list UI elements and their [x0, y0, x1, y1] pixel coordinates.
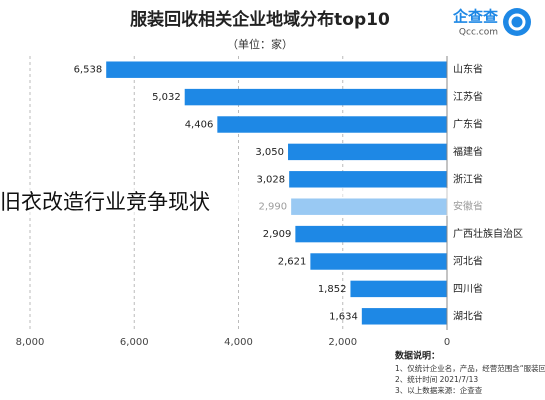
notes-title: 数据说明：	[395, 350, 440, 362]
value-label: 1,634	[329, 311, 358, 322]
note: 1、仅统计企业名，产品，经营范围含“服装回收”的在业，存续企业	[395, 363, 545, 373]
category-label: 福建省	[453, 145, 483, 158]
category-label: 山东省	[453, 63, 483, 76]
value-label: 4,406	[185, 120, 214, 131]
logo-url: Qcc.com	[459, 28, 498, 38]
overlay-caption: 旧衣改造行业竞争现状	[0, 190, 210, 214]
overlay-band	[0, 188, 545, 216]
value-label: 2,621	[278, 257, 307, 268]
bar	[295, 225, 447, 243]
logo-icon	[503, 8, 531, 36]
bar	[288, 143, 447, 161]
category-label: 四川省	[453, 282, 483, 295]
notes: 1、仅统计企业名，产品，经营范围含“服装回收”的在业，存续企业2、统计时间 20…	[395, 363, 545, 395]
note: 2、统计时间 2021/7/13	[395, 374, 478, 384]
bar	[289, 171, 447, 188]
category-label: 浙江省	[453, 172, 483, 185]
bar	[310, 253, 447, 270]
plot: 0 2,000 4,000 6,000 8,000 山东省 6,538 江苏省 5,032 广东省…	[16, 56, 523, 348]
x-tick-label: 4,000	[224, 337, 253, 348]
bar	[217, 116, 447, 133]
chart-title: 服装回收相关企业地域分布top10	[130, 9, 390, 30]
category-label: 广东省	[453, 118, 483, 131]
logo-icon-ring	[508, 13, 526, 31]
chart-subtitle: （单位：家）	[227, 37, 293, 51]
x-tick-label: 6,000	[120, 337, 149, 348]
category-label: 湖北省	[453, 309, 483, 322]
bar	[184, 88, 447, 106]
logo-name: 企查查	[452, 8, 499, 26]
bar	[106, 61, 447, 78]
category-label: 广西壮族自治区	[453, 227, 523, 240]
x-tick-label: 8,000	[16, 337, 45, 348]
value-label: 3,028	[257, 174, 286, 185]
value-label: 1,852	[318, 284, 347, 295]
bar	[350, 280, 447, 298]
x-tick-label: 0	[444, 337, 450, 348]
value-label: 5,032	[152, 92, 181, 103]
value-label: 3,050	[255, 147, 284, 158]
category-label: 河北省	[453, 255, 483, 268]
note: 3、以上数据来源：企查查	[395, 385, 483, 395]
x-tick-label: 2,000	[328, 337, 357, 348]
bar	[361, 308, 447, 325]
value-label: 6,538	[74, 65, 103, 76]
value-label: 2,909	[263, 229, 292, 240]
category-label: 江苏省	[453, 90, 483, 103]
